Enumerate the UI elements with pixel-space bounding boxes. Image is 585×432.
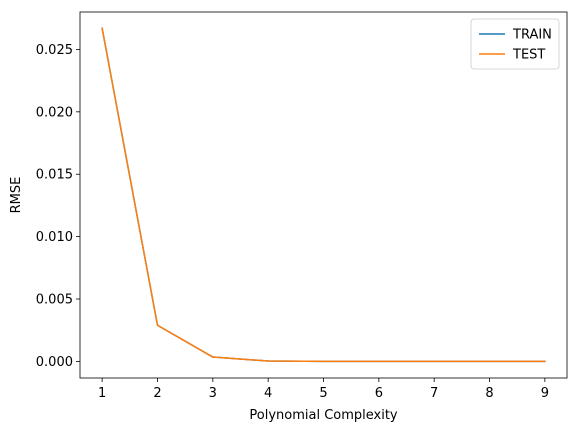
y-tick-label: 0.015 — [36, 168, 73, 183]
y-tick-label: 0.000 — [36, 355, 73, 370]
x-tick-label: 9 — [541, 386, 549, 401]
x-tick-label: 4 — [264, 386, 272, 401]
y-tick-label: 0.020 — [36, 105, 73, 120]
x-tick-label: 8 — [485, 386, 493, 401]
y-tick-label: 0.005 — [36, 293, 73, 308]
y-tick-label: 0.010 — [36, 230, 73, 245]
x-tick-label: 2 — [153, 386, 161, 401]
x-tick-label: 3 — [209, 386, 217, 401]
legend: TRAIN TEST — [470, 18, 560, 70]
x-axis-ticks: 1 2 3 4 5 6 7 8 9 — [98, 378, 549, 401]
x-axis-label: Polynomial Complexity — [249, 408, 398, 423]
x-tick-label: 5 — [319, 386, 327, 401]
legend-box — [470, 18, 560, 70]
legend-label-train: TRAIN — [512, 28, 552, 43]
y-axis-label: RMSE — [9, 177, 24, 214]
plot-lines — [101, 27, 546, 363]
y-tick-label: 0.025 — [36, 43, 73, 58]
y-axis-ticks: 0.000 0.005 0.010 0.015 0.020 0.025 — [36, 43, 80, 370]
series-line-test — [101, 27, 546, 363]
series-line-train — [101, 27, 546, 363]
x-tick-label: 6 — [375, 386, 383, 401]
x-tick-label: 7 — [430, 386, 438, 401]
x-tick-label: 1 — [98, 386, 106, 401]
legend-label-test: TEST — [512, 48, 545, 63]
